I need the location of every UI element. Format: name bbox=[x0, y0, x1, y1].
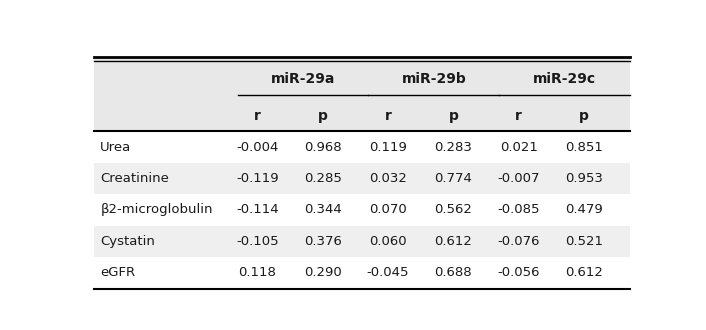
Text: r: r bbox=[515, 109, 522, 122]
Text: 0.021: 0.021 bbox=[500, 141, 538, 153]
Text: 0.521: 0.521 bbox=[566, 235, 603, 248]
Text: Creatinine: Creatinine bbox=[100, 172, 169, 185]
Bar bbox=[94, 57, 630, 100]
Text: 0.562: 0.562 bbox=[434, 204, 472, 216]
Text: -0.076: -0.076 bbox=[498, 235, 540, 248]
Text: -0.007: -0.007 bbox=[498, 172, 540, 185]
Text: -0.105: -0.105 bbox=[236, 235, 278, 248]
Text: -0.056: -0.056 bbox=[498, 266, 540, 280]
Text: 0.479: 0.479 bbox=[566, 204, 603, 216]
Text: 0.119: 0.119 bbox=[369, 141, 407, 153]
Text: miR-29c: miR-29c bbox=[533, 72, 596, 85]
Text: 0.118: 0.118 bbox=[238, 266, 276, 280]
Text: p: p bbox=[318, 109, 328, 122]
Text: 0.688: 0.688 bbox=[435, 266, 472, 280]
Bar bbox=[94, 131, 630, 163]
Bar bbox=[94, 100, 630, 131]
Text: 0.968: 0.968 bbox=[304, 141, 342, 153]
Bar bbox=[94, 194, 630, 226]
Text: β2-microglobulin: β2-microglobulin bbox=[100, 204, 213, 216]
Text: 0.070: 0.070 bbox=[369, 204, 407, 216]
Text: 0.376: 0.376 bbox=[304, 235, 342, 248]
Text: 0.612: 0.612 bbox=[434, 235, 472, 248]
Text: 0.953: 0.953 bbox=[566, 172, 603, 185]
Text: p: p bbox=[448, 109, 458, 122]
Text: Cystatin: Cystatin bbox=[100, 235, 155, 248]
Text: 0.851: 0.851 bbox=[566, 141, 603, 153]
Text: -0.085: -0.085 bbox=[498, 204, 540, 216]
Text: -0.119: -0.119 bbox=[236, 172, 278, 185]
Text: 0.060: 0.060 bbox=[369, 235, 407, 248]
Bar bbox=[94, 226, 630, 257]
Text: -0.045: -0.045 bbox=[366, 266, 409, 280]
Bar bbox=[94, 257, 630, 289]
Bar bbox=[94, 163, 630, 194]
Text: -0.114: -0.114 bbox=[236, 204, 278, 216]
Text: 0.612: 0.612 bbox=[566, 266, 603, 280]
Text: r: r bbox=[385, 109, 391, 122]
Text: miR-29a: miR-29a bbox=[271, 72, 335, 85]
Text: -0.004: -0.004 bbox=[236, 141, 278, 153]
Text: 0.283: 0.283 bbox=[434, 141, 472, 153]
Text: Urea: Urea bbox=[100, 141, 131, 153]
Text: eGFR: eGFR bbox=[100, 266, 136, 280]
Text: 0.344: 0.344 bbox=[304, 204, 342, 216]
Text: 0.032: 0.032 bbox=[369, 172, 407, 185]
Text: 0.290: 0.290 bbox=[304, 266, 342, 280]
Text: r: r bbox=[253, 109, 261, 122]
Text: p: p bbox=[579, 109, 589, 122]
Text: miR-29b: miR-29b bbox=[402, 72, 466, 85]
Text: 0.285: 0.285 bbox=[304, 172, 342, 185]
Text: 0.774: 0.774 bbox=[434, 172, 472, 185]
